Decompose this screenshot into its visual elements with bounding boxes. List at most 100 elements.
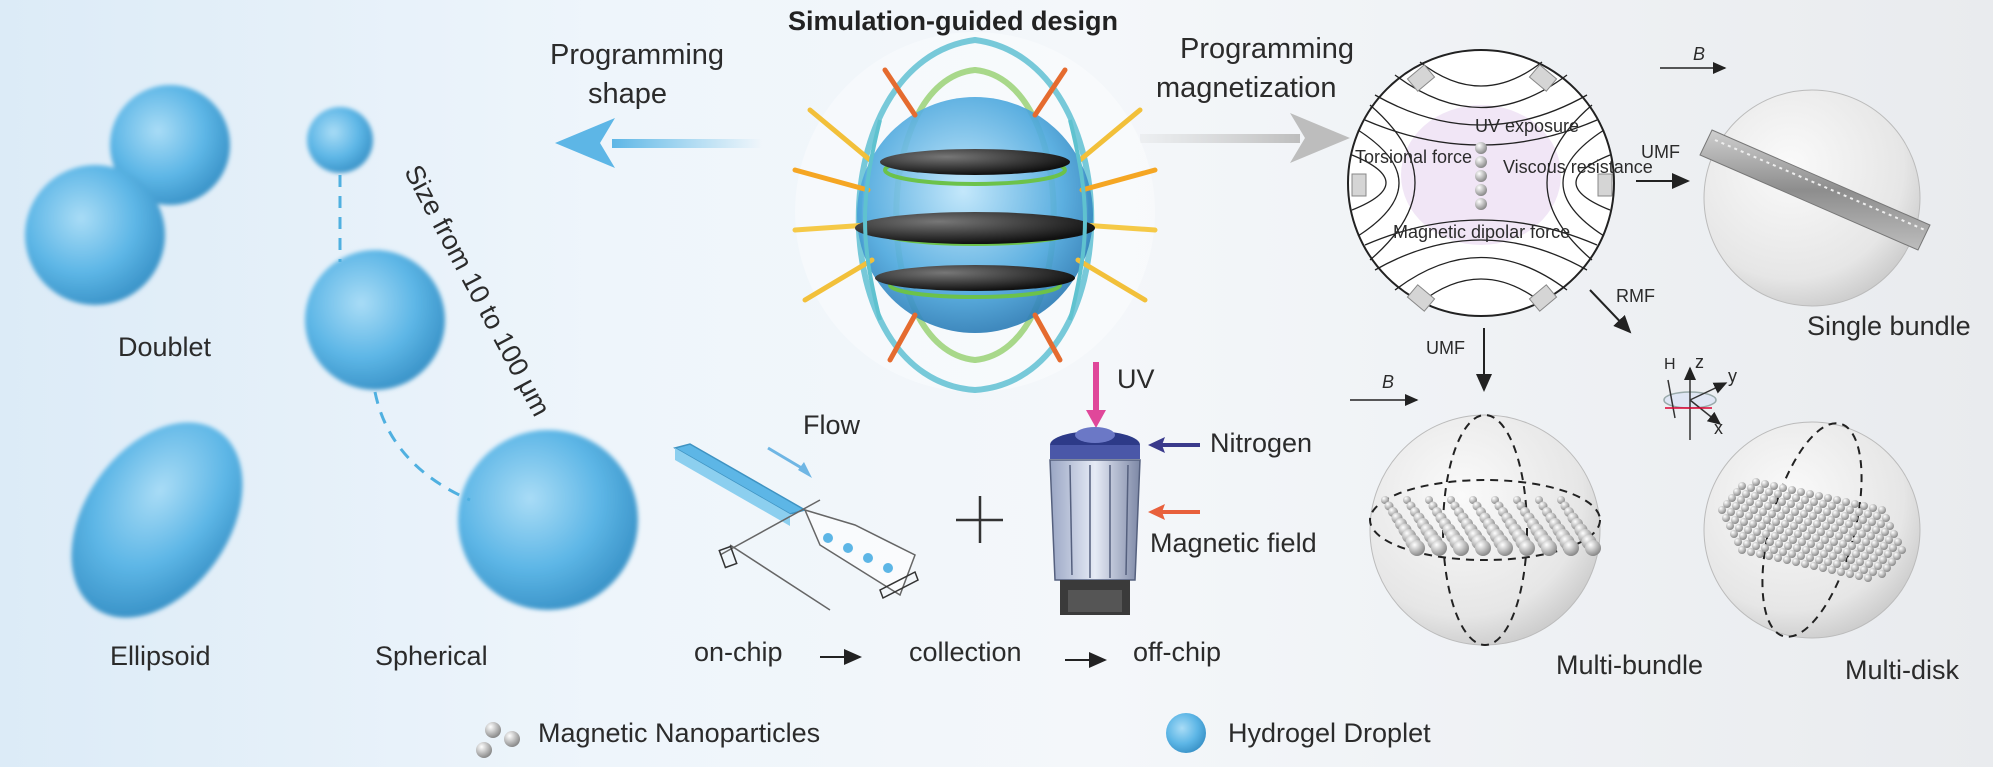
disk-bead (1842, 498, 1850, 506)
disk-bead (1855, 508, 1863, 516)
disk-bead (1801, 560, 1809, 568)
disk-bead (1783, 556, 1791, 564)
disk-bead (1860, 502, 1868, 510)
multi-bundle-sphere (1369, 414, 1601, 646)
disk-bead (1884, 550, 1892, 558)
size-dashed-curve (338, 175, 471, 502)
disk-bead (1739, 532, 1747, 540)
bundle-bead (1585, 540, 1601, 556)
disk-bead (1779, 548, 1787, 556)
step-arrows (820, 649, 1107, 668)
axis-h-label: H (1664, 356, 1676, 373)
disk-bead (1877, 520, 1885, 528)
disk-bead (1830, 538, 1838, 546)
disk-bead (1747, 548, 1755, 556)
disk-bead (1862, 538, 1870, 546)
disk-bead (1776, 526, 1784, 534)
disk-bead (1752, 478, 1760, 486)
disk-bead (1772, 518, 1780, 526)
disk-bead (1774, 554, 1782, 562)
disk-bead (1868, 518, 1876, 526)
disk-bead (1816, 542, 1824, 550)
disk-bead (1885, 536, 1893, 544)
disk-bead (1854, 522, 1862, 530)
disk-bead (1785, 528, 1793, 536)
disk-bead (1753, 528, 1761, 536)
disk-bead (1894, 538, 1902, 546)
disk-bead (1764, 502, 1772, 510)
disk-bead (1879, 556, 1887, 564)
multi-disk-label: Multi-disk (1845, 655, 1960, 685)
disk-bead (1861, 552, 1869, 560)
disk-bead (1798, 538, 1806, 546)
disk-bead (1876, 534, 1884, 542)
disk-bead (1847, 556, 1855, 564)
disk-bead (1825, 544, 1833, 552)
programming-shape-arrow (555, 118, 762, 168)
disk-bead (1800, 510, 1808, 518)
disk-bead (1812, 534, 1820, 542)
disk-bead (1857, 544, 1865, 552)
rmf-label: RMF (1616, 286, 1655, 306)
spherical-label: Spherical (375, 641, 488, 671)
disk-bead (1742, 490, 1750, 498)
disk-bead (1786, 514, 1794, 522)
viscous-resistance-label: Viscous resistance (1503, 157, 1653, 177)
b-field-arrows (1350, 62, 1727, 406)
disk-bead (1840, 526, 1848, 534)
disk-bead (1814, 506, 1822, 514)
disk-bead (1811, 548, 1819, 556)
droplet-legend-icon (1166, 713, 1206, 753)
disk-bead (1860, 566, 1868, 574)
disk-bead (1736, 510, 1744, 518)
disk-bead (1792, 558, 1800, 566)
disk-bead (1863, 524, 1871, 532)
disk-bead (1788, 486, 1796, 494)
ellipsoid-droplet (71, 422, 243, 618)
title: Simulation-guided design (788, 6, 1118, 36)
b-field-label-bottom: B (1382, 372, 1395, 392)
bundle-bead (1409, 540, 1425, 556)
nitrogen-label: Nitrogen (1210, 428, 1313, 458)
disk-bead (1881, 528, 1889, 536)
disk-bead (1801, 496, 1809, 504)
disk-bead (1782, 506, 1790, 514)
disk-bead (1843, 548, 1851, 556)
bundle-bead (1431, 540, 1447, 556)
disk-bead (1820, 550, 1828, 558)
disk-bead (1760, 494, 1768, 502)
magnetic-field-label: Magnetic field (1150, 528, 1317, 558)
disk-bead (1844, 534, 1852, 542)
disk-bead (1732, 502, 1740, 510)
disk-bead (1810, 562, 1818, 570)
disk-bead (1771, 532, 1779, 540)
disk-bead (1819, 564, 1827, 572)
disk-bead (1792, 494, 1800, 502)
disk-bead (1738, 482, 1746, 490)
programming-magnetization-line1: Programming (1180, 33, 1355, 65)
disk-bead (1741, 504, 1749, 512)
disk-bead (1815, 492, 1823, 500)
disk-bead (1828, 566, 1836, 574)
uv-arrow (1086, 362, 1106, 428)
disk-bead (1806, 554, 1814, 562)
doublet-droplet (25, 85, 230, 305)
disk-bead (1826, 530, 1834, 538)
disk-bead (1791, 508, 1799, 516)
disk-bead (1806, 490, 1814, 498)
disk-bead (1851, 564, 1859, 572)
bundle-bead (1541, 540, 1557, 556)
nitrogen-arrow (1148, 437, 1200, 453)
disk-bead (1750, 506, 1758, 514)
disk-bead (1762, 530, 1770, 538)
disk-bead (1778, 498, 1786, 506)
disk-bead (1818, 514, 1826, 522)
disk-bead (1802, 546, 1810, 554)
disk-bead (1890, 530, 1898, 538)
disk-bead (1774, 490, 1782, 498)
schematic-arrows (1476, 173, 1690, 392)
disk-bead (1858, 530, 1866, 538)
force-schematic (1347, 49, 1615, 317)
disk-bead (1756, 550, 1764, 558)
